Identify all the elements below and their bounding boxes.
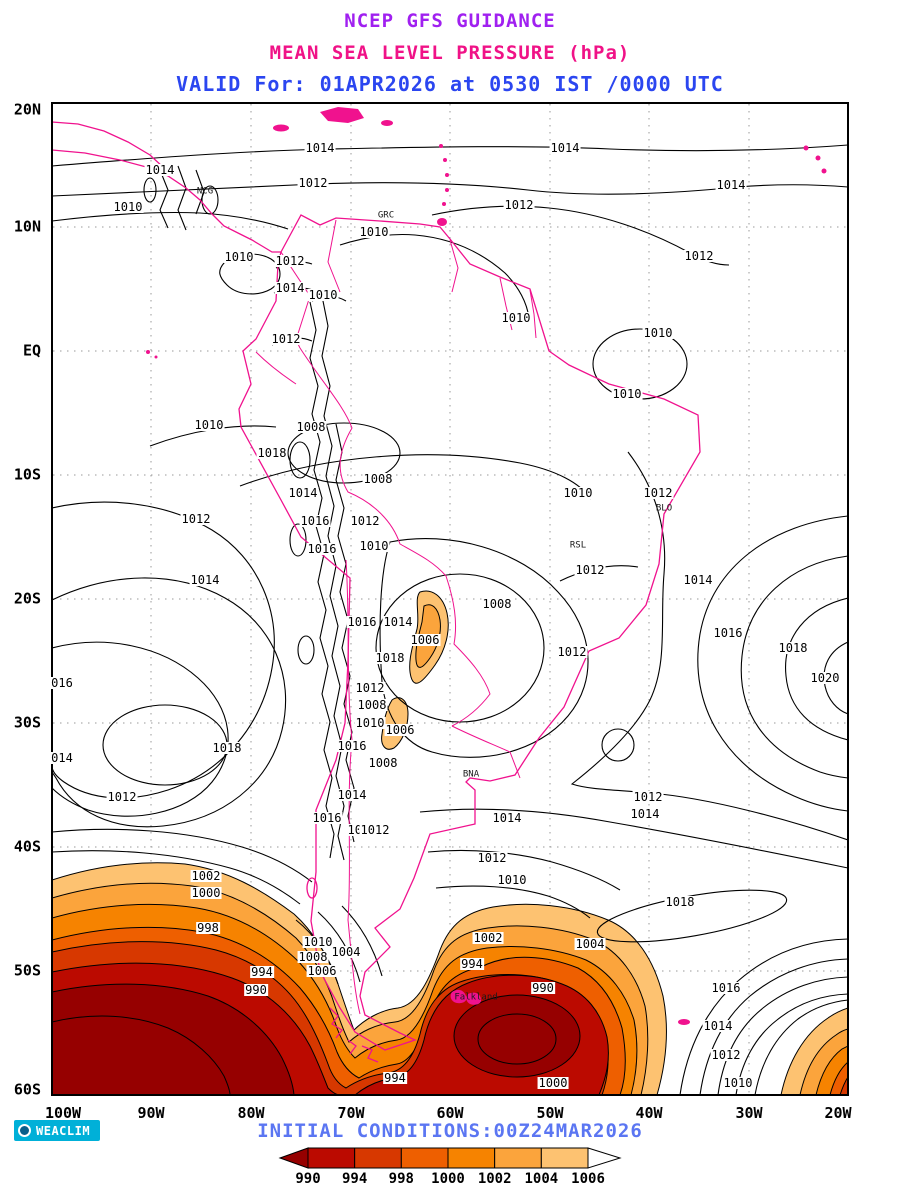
low-core-east [477,1013,557,1065]
map-frame [51,102,849,1096]
legend-arrow-right [587,1147,622,1169]
legend-segment [354,1147,402,1169]
page-subtitle: MEAN SEA LEVEL PRESSURE (hPa) [269,42,631,64]
legend-segment [540,1147,589,1169]
initial-conditions-line: INITIAL CONDITIONS:00Z24MAR2026 [257,1120,643,1142]
legend-segment [447,1147,496,1169]
page-title: NCEP GFS GUIDANCE [344,10,556,32]
legend-arrow-left [278,1147,309,1169]
logo-label: WEACLIM [36,1123,91,1138]
weaclim-logo: WEACLIM [14,1120,101,1141]
valid-time-line: VALID For: 01APR2026 at 0530 IST /0000 U… [176,72,724,96]
islands [146,107,827,1025]
central-america-coastline [52,149,281,253]
south-america-coastline [238,214,701,1051]
legend-segment [307,1147,356,1169]
fjord-clutter [306,877,379,1063]
legend-segment [400,1147,449,1169]
logo-circle-icon [18,1124,31,1137]
country-borders [255,219,537,1015]
color-scale-legend [278,1147,622,1169]
low-core-west [52,1015,231,1095]
legend-segment [494,1147,542,1169]
coastline-borders [52,107,827,1063]
